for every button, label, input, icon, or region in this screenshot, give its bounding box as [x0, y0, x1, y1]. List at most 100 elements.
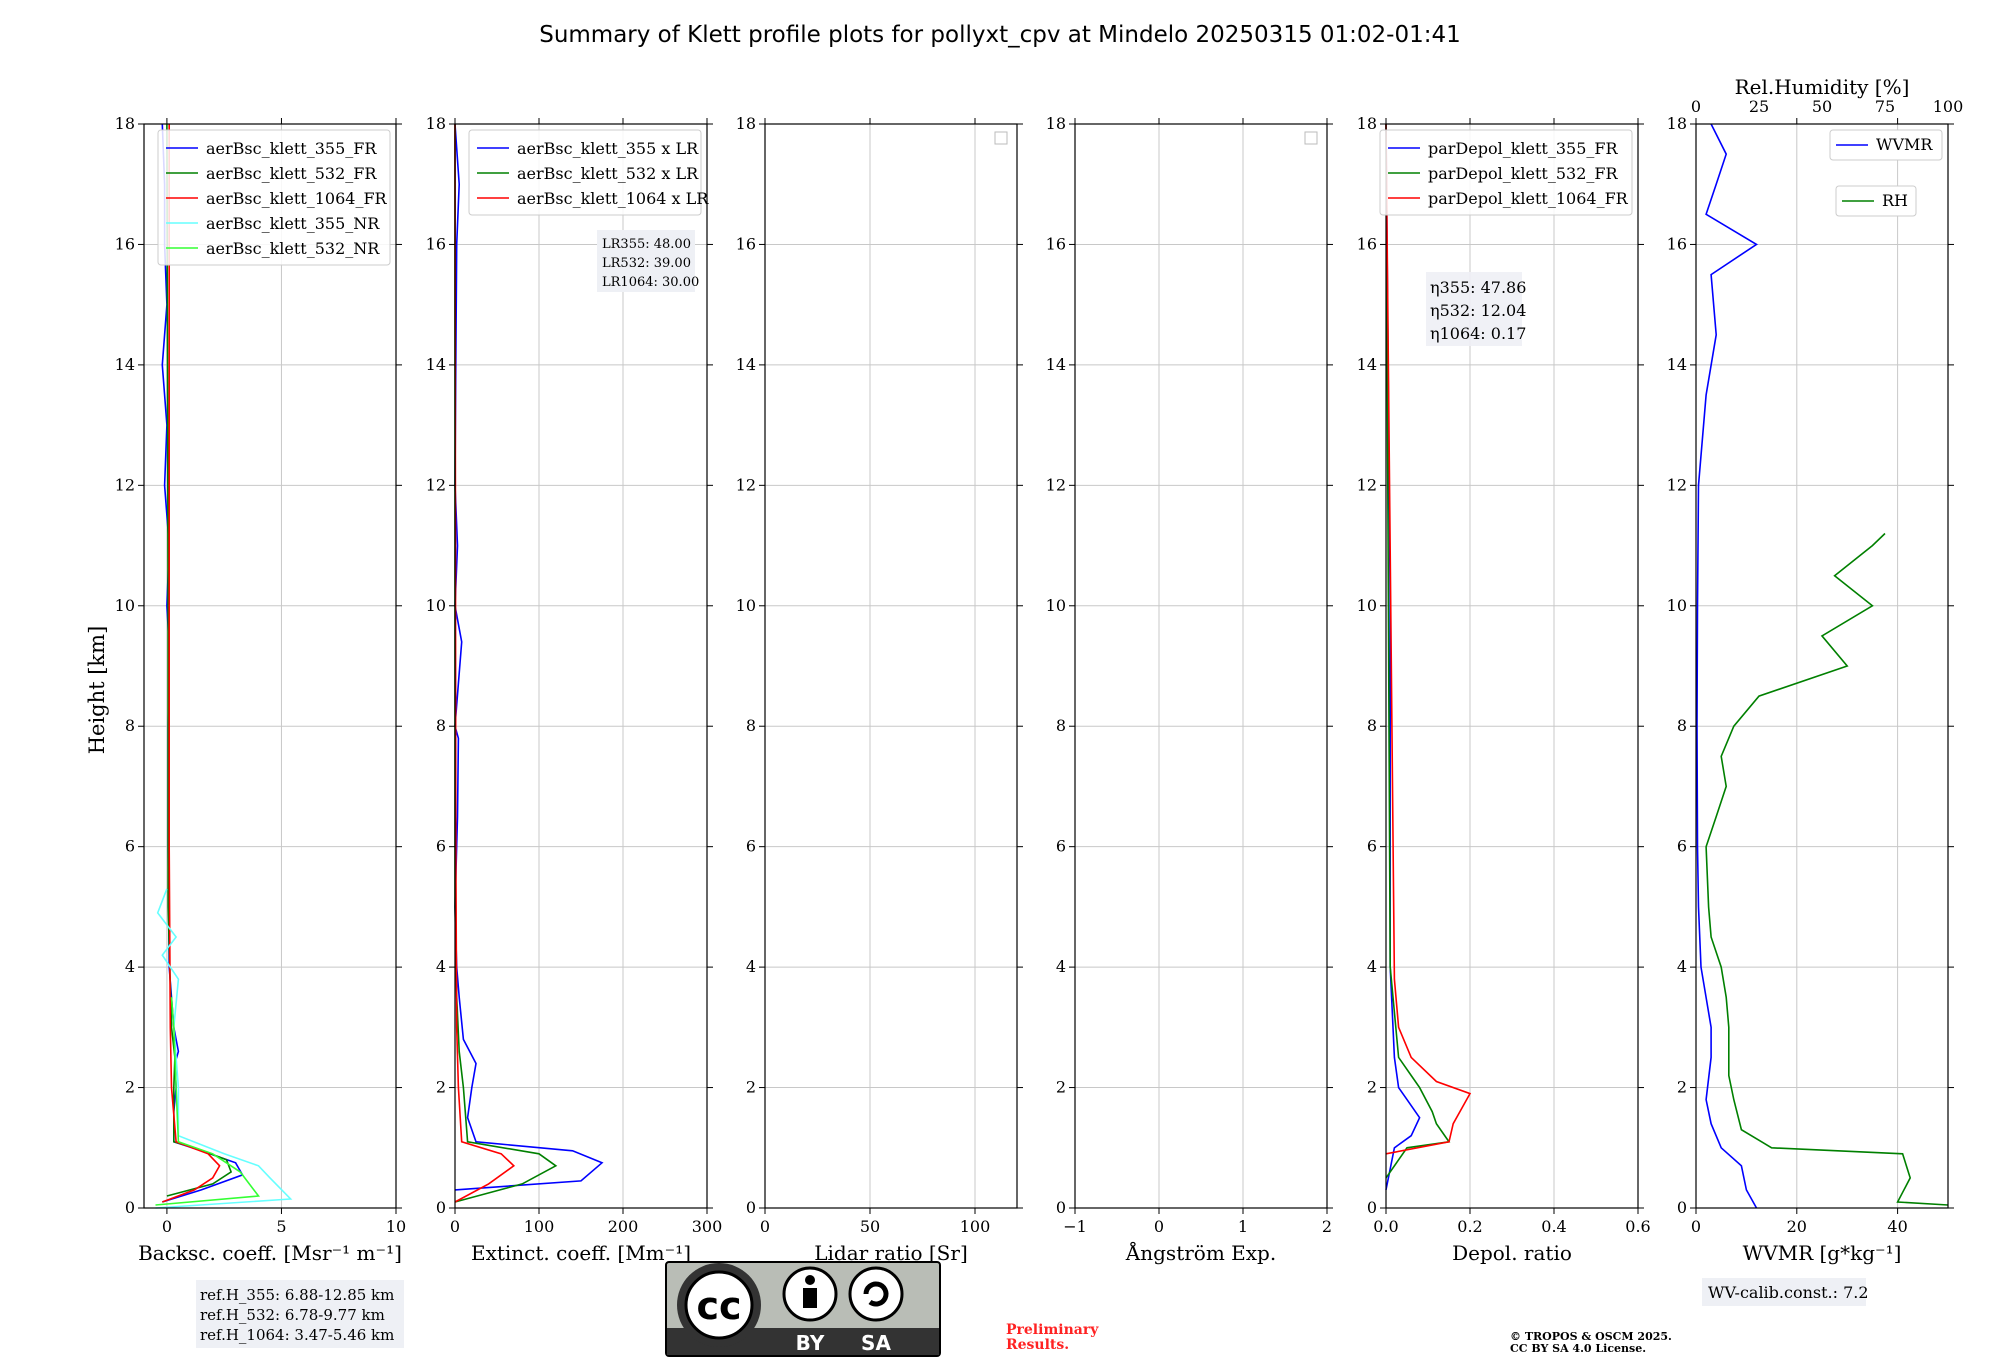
x2-tick-label: 25 — [1749, 97, 1769, 116]
x2-tick-label: 100 — [1933, 97, 1964, 116]
y-tick-label: 18 — [426, 114, 446, 133]
y-tick-label: 12 — [1667, 475, 1687, 494]
eta-box — [1426, 272, 1522, 346]
y-tick-label: 2 — [436, 1078, 446, 1097]
legend-label: WVMR — [1876, 135, 1933, 154]
license-by-label: BY — [796, 1331, 825, 1355]
y-tick-label: 4 — [1367, 957, 1377, 976]
y-tick-label: 10 — [1667, 596, 1687, 615]
empty-legend-box — [1304, 131, 1318, 145]
y-tick-label: 2 — [1677, 1078, 1687, 1097]
empty-legend-box — [994, 131, 1008, 145]
x-tick-label: −1 — [1063, 1217, 1087, 1236]
y-tick-label: 2 — [1367, 1078, 1377, 1097]
y-tick-label: 10 — [1046, 596, 1066, 615]
x2-tick-label: 75 — [1875, 97, 1895, 116]
x-axis-label: WVMR [g*kg⁻¹] — [1743, 1241, 1902, 1265]
y-tick-label: 18 — [1046, 114, 1066, 133]
y-tick-label: 0 — [1367, 1198, 1377, 1217]
y-tick-label: 16 — [426, 234, 446, 253]
panel-1: 0 2 4 6 8 10 12 14 16 18 0 5 10 Backsc. coeff. [Msr⁻¹… — [115, 114, 407, 1265]
series-line-aerBsc_klett_355_NR — [155, 888, 293, 1209]
x2-tick-label: 0 — [1691, 97, 1701, 116]
y-tick-label: 12 — [1046, 475, 1066, 494]
legend-label: aerBsc_klett_532 x LR — [517, 164, 699, 183]
y-tick-label: 8 — [1056, 716, 1066, 735]
x-tick-label: 2 — [1322, 1217, 1332, 1236]
copyright-line-2: CC BY SA 4.0 License. — [1510, 1342, 1646, 1355]
x-tick-label: 10 — [386, 1217, 406, 1236]
x-tick-label: 50 — [860, 1217, 880, 1236]
copyright-line-1: © TROPOS & OSCM 2025. — [1510, 1330, 1672, 1343]
y-tick-label: 6 — [125, 837, 135, 856]
x-tick-label: 200 — [608, 1217, 639, 1236]
legend-label: parDepol_klett_1064_FR — [1428, 189, 1629, 208]
legend-label: RH — [1882, 191, 1908, 210]
x-tick-label: 40 — [1887, 1217, 1907, 1236]
y-tick-label: 10 — [115, 596, 135, 615]
x2-axis-label: Rel.Humidity [%] — [1735, 75, 1910, 99]
x2-tick-label: 50 — [1812, 97, 1832, 116]
y-tick-label: 8 — [1367, 716, 1377, 735]
wv-calib-box — [1702, 1278, 1866, 1306]
y-tick-label: 18 — [736, 114, 756, 133]
x-tick-label: 1 — [1238, 1217, 1248, 1236]
share-alike-icon — [848, 1266, 904, 1322]
plot-frame — [1074, 123, 1328, 1209]
series-line-aerBsc_klett_532_NR — [155, 997, 261, 1206]
panel-5: 0 2 4 6 8 10 12 14 16 18 0.0 0.2 0.4 0.6 Depol. ratio p… — [1357, 114, 1651, 1265]
legend-label: aerBsc_klett_1064 x LR — [517, 189, 709, 208]
series-line-RH — [1705, 532, 1949, 1206]
y-tick-label: 4 — [746, 957, 756, 976]
y-tick-label: 6 — [436, 837, 446, 856]
ref-h-355: ref.H_355: 6.88-12.85 km — [200, 1286, 394, 1304]
y-tick-label: 4 — [1056, 957, 1066, 976]
y-tick-label: 18 — [1667, 114, 1687, 133]
legend-label: aerBsc_klett_355 x LR — [517, 139, 699, 158]
legend-label: parDepol_klett_355_FR — [1428, 139, 1619, 158]
legend-box — [1835, 185, 1917, 217]
legend-label: aerBsc_klett_355_FR — [206, 139, 377, 158]
y-tick-label: 14 — [736, 355, 756, 374]
plot-frame — [1385, 123, 1639, 1209]
y-tick-label: 12 — [115, 475, 135, 494]
preliminary-line-1: Preliminary — [1006, 1322, 1099, 1338]
y-tick-label: 16 — [736, 234, 756, 253]
y-tick-label: 10 — [1357, 596, 1377, 615]
x-tick-label: 0 — [760, 1217, 770, 1236]
series-line-WVMR — [1696, 123, 1758, 1209]
lidar-ratio-box — [597, 230, 695, 292]
y-tick-label: 2 — [125, 1078, 135, 1097]
x-tick-label: 5 — [276, 1217, 286, 1236]
series-line-aerBsc_klett_1064 x LR — [454, 123, 516, 1203]
x-tick-label: 100 — [960, 1217, 991, 1236]
x-tick-label: 0.6 — [1625, 1217, 1650, 1236]
x-tick-label: 100 — [524, 1217, 555, 1236]
lidar-ratio-value: LR355: 48.00 — [602, 237, 691, 252]
cc-by-sa-license-logo: cc BY SA — [665, 1261, 941, 1357]
y-tick-label: 18 — [115, 114, 135, 133]
legend-box — [157, 129, 391, 266]
x-tick-label: 0.0 — [1373, 1217, 1398, 1236]
y-tick-label: 0 — [1677, 1198, 1687, 1217]
series-line-parDepol_klett_532_FR — [1385, 123, 1451, 1179]
plot-frame — [1695, 123, 1949, 1209]
series-line-parDepol_klett_1064_FR — [1385, 123, 1472, 1155]
legend-label: aerBsc_klett_355_NR — [206, 214, 380, 233]
x-tick-label: 0.2 — [1457, 1217, 1482, 1236]
eta-value: η355: 47.86 — [1430, 278, 1526, 297]
y-tick-label: 14 — [1667, 355, 1687, 374]
x-tick-label: 0 — [162, 1217, 172, 1236]
preliminary-line-2: Results. — [1006, 1337, 1069, 1353]
reference-height-box: ref.H_355: 6.88-12.85 km ref.H_532: 6.78… — [196, 1280, 404, 1348]
figure-title: Summary of Klett profile plots for polly… — [539, 22, 1461, 48]
legend-label: parDepol_klett_532_FR — [1428, 164, 1619, 183]
plot-frame — [143, 123, 397, 1209]
y-tick-label: 12 — [736, 475, 756, 494]
ref-h-532: ref.H_532: 6.78-9.77 km — [200, 1306, 385, 1324]
y-tick-label: 14 — [1046, 355, 1066, 374]
